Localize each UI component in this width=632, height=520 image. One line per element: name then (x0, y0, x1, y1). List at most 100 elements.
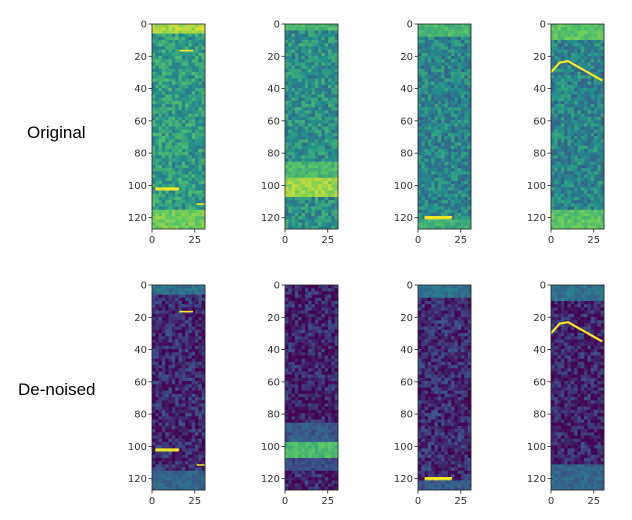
heatmap-cell (467, 225, 472, 230)
heatmap-cell (557, 65, 562, 70)
heatmap-cell (434, 187, 439, 191)
heatmap-cell (434, 65, 439, 70)
heatmap-cell (328, 126, 332, 130)
heatmap-cell (191, 88, 196, 92)
heatmap-cell (454, 40, 459, 44)
heatmap-cell (201, 403, 206, 408)
heatmap-cell (185, 187, 189, 191)
heatmap-cell (434, 40, 439, 44)
heatmap-cell (185, 174, 189, 179)
heatmap-cell (171, 120, 176, 124)
heatmap-cell (191, 397, 196, 401)
heatmap-cell (201, 416, 206, 420)
heatmap-cell (427, 193, 432, 198)
heatmap-cell (308, 120, 312, 124)
heatmap-cell (421, 30, 425, 34)
heatmap-cell (587, 91, 592, 95)
heatmap-cell (424, 206, 429, 211)
heatmap-cell (314, 212, 319, 217)
heatmap-cell (318, 212, 322, 217)
heatmap-cell (175, 84, 179, 89)
heatmap-cell (165, 374, 169, 379)
heatmap-cell (570, 120, 575, 124)
heatmap-cell (451, 158, 455, 163)
heatmap-cell (431, 225, 435, 230)
heatmap-cell (424, 68, 429, 73)
heatmap-cell (195, 46, 199, 50)
heatmap-cell (464, 129, 468, 134)
heatmap-cell (165, 438, 169, 443)
heatmap-cell (178, 441, 183, 446)
heatmap-cell (318, 180, 322, 185)
heatmap-cell (285, 107, 289, 111)
heatmap-cell (168, 94, 173, 98)
heatmap-cell (198, 393, 202, 398)
heatmap-cell (444, 206, 449, 211)
heatmap-cell (318, 97, 322, 102)
heatmap-cell (314, 104, 319, 108)
heatmap-cell (461, 123, 465, 127)
heatmap-cell (437, 161, 442, 166)
heatmap-cell (570, 59, 575, 63)
heatmap-cell (314, 84, 319, 89)
heatmap-cell (590, 52, 595, 57)
heatmap-cell (185, 94, 189, 98)
heatmap-cell (191, 326, 196, 331)
heatmap-cell (464, 139, 468, 143)
heatmap-cell (590, 43, 595, 47)
heatmap-cell (201, 304, 206, 308)
heatmap-cell (454, 46, 459, 50)
heatmap-cell (152, 422, 156, 427)
heatmap-cell (188, 68, 193, 73)
heatmap-cell (467, 168, 472, 172)
heatmap-cell (201, 88, 206, 92)
heatmap-cell (188, 116, 193, 121)
heatmap-cell (334, 164, 339, 169)
heatmap-cell (457, 212, 462, 217)
heatmap-cell (324, 180, 329, 185)
heatmap-cell (570, 49, 575, 54)
heatmap-cell (461, 222, 465, 227)
heatmap-cell (181, 56, 186, 60)
heatmap-cell (570, 184, 575, 188)
heatmap-cell (437, 177, 442, 182)
heatmap-cell (191, 190, 196, 195)
heatmap-cell (560, 78, 565, 82)
heatmap-cell (301, 190, 306, 195)
heatmap-cell (191, 110, 196, 114)
heatmap-cell (285, 132, 289, 137)
heatmap-cell (321, 46, 326, 50)
heatmap-cell (570, 129, 575, 134)
heatmap-cell (600, 132, 605, 137)
heatmap-cell (328, 148, 332, 153)
heatmap-cell (574, 94, 578, 98)
heatmap-cell (321, 27, 326, 31)
heatmap-cell (457, 129, 462, 134)
heatmap-cell (418, 212, 422, 217)
heatmap-cell (308, 180, 312, 185)
heatmap-cell (291, 168, 296, 172)
heatmap-cell (467, 78, 472, 82)
heatmap-cell (328, 155, 332, 159)
heatmap-cell (324, 145, 329, 150)
heatmap-cell (294, 203, 299, 207)
heatmap-cell (441, 225, 445, 230)
heatmap-cell (314, 46, 319, 50)
heatmap-cell (447, 104, 452, 108)
heatmap-cell (324, 196, 329, 201)
heatmap-cell (334, 129, 339, 134)
heatmap-cell (201, 91, 206, 95)
heatmap-cell (185, 75, 189, 79)
heatmap-cell (560, 72, 565, 76)
heatmap-cell (421, 75, 425, 79)
heatmap-cell (587, 209, 592, 214)
heatmap-cell (418, 75, 422, 79)
heatmap-cell (444, 36, 449, 41)
heatmap-cell (185, 46, 189, 50)
heatmap-cell (152, 365, 156, 369)
heatmap-cell (321, 209, 326, 214)
heatmap-cell (328, 36, 332, 41)
heatmap-cell (577, 132, 582, 137)
heatmap-cell (301, 164, 306, 169)
heatmap-cell (324, 27, 329, 31)
